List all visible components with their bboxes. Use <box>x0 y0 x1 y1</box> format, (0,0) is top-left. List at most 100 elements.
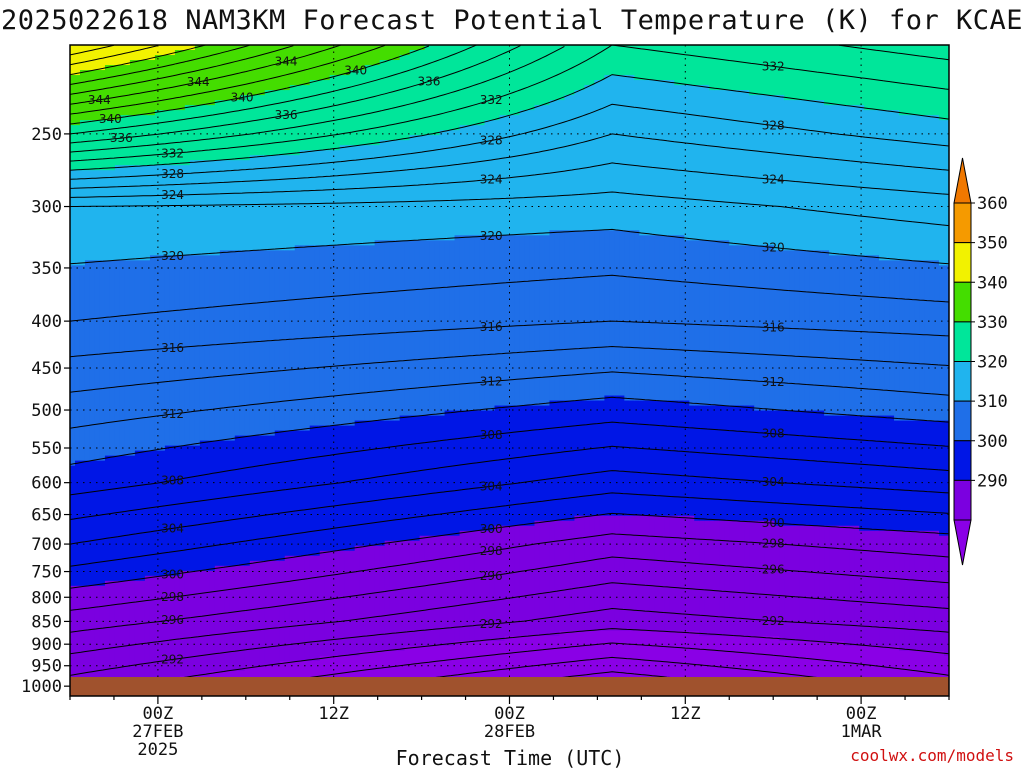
fill-cell <box>224 100 231 161</box>
fill-cell <box>194 445 201 572</box>
fill-cell <box>159 255 166 452</box>
y-tick-label: 850 <box>31 612 62 632</box>
fill-cell <box>494 640 501 696</box>
contour-label: 328 <box>161 167 184 181</box>
fill-cell <box>509 405 516 527</box>
fill-cell <box>319 150 326 246</box>
fill-cell <box>389 140 396 241</box>
fill-cell <box>329 550 336 657</box>
fill-cell <box>234 565 241 672</box>
fill-cell <box>269 155 276 251</box>
fill-cell <box>299 45 306 86</box>
fill-cell <box>424 135 431 241</box>
fill-cell <box>729 635 735 696</box>
isentrope-306 <box>70 445 949 520</box>
fill-cell <box>334 150 341 246</box>
fill-cell <box>864 255 870 417</box>
fill-cell <box>874 415 880 532</box>
fill-cell <box>439 415 446 537</box>
fill-cell <box>729 405 735 522</box>
fill-cell <box>194 255 201 447</box>
fill-cell <box>519 110 526 236</box>
fill-cell <box>934 420 940 532</box>
fill-cell <box>594 80 600 231</box>
fill-cell <box>594 45 600 81</box>
fill-cell <box>70 75 76 126</box>
fill-cell <box>164 165 171 256</box>
fill-cell <box>574 45 581 91</box>
fill-cell <box>889 45 895 111</box>
fill-cell <box>769 635 775 696</box>
fill-cell <box>659 400 665 517</box>
fill-cell <box>259 560 266 667</box>
fill-cell <box>219 160 226 251</box>
fill-cell <box>204 105 211 161</box>
fill-cell <box>224 565 231 672</box>
fill-cell <box>439 240 446 417</box>
fill-cell <box>649 630 655 696</box>
fill-cell <box>699 405 705 522</box>
fill-cell <box>89 170 96 261</box>
fill-cell <box>484 640 491 696</box>
fill-cell <box>684 400 690 517</box>
fill-cell <box>874 255 880 417</box>
fill-cell <box>444 535 451 647</box>
fill-cell <box>814 525 820 642</box>
fill-cell <box>884 45 890 111</box>
fill-cell <box>99 170 106 261</box>
contour-label: 340 <box>344 64 367 78</box>
fill-cell <box>314 45 321 81</box>
fill-cell <box>894 530 900 647</box>
fill-cell <box>394 240 401 422</box>
fill-cell <box>709 45 715 91</box>
y-tick-label: 1000 <box>21 677 62 697</box>
fill-cell <box>264 560 271 667</box>
fill-cell <box>214 160 221 256</box>
fill-cell <box>289 85 296 156</box>
fill-cell <box>554 400 561 522</box>
fill-cell <box>324 550 331 657</box>
fill-cell <box>304 430 311 557</box>
y-tick-label: 800 <box>31 588 62 608</box>
fill-cell <box>844 105 850 256</box>
fill-cell <box>489 235 496 412</box>
fill-cell <box>614 45 620 76</box>
fill-cell <box>414 415 421 542</box>
fill-cell <box>889 260 895 417</box>
fill-cell <box>264 435 271 562</box>
fill-cell <box>529 405 536 527</box>
fill-cell <box>804 100 810 251</box>
fill-cell <box>199 570 206 677</box>
contour-label: 296 <box>161 613 184 627</box>
fill-cell <box>214 565 221 672</box>
fill-cell <box>524 110 531 236</box>
fill-cell <box>74 125 81 171</box>
fill-cell <box>839 105 845 256</box>
fill-cell <box>159 575 166 682</box>
fill-cell <box>344 45 351 76</box>
fill-cell <box>104 45 111 66</box>
fill-cell <box>194 160 201 256</box>
fill-cell <box>794 640 800 696</box>
fill-cell <box>539 405 546 522</box>
fill-cell <box>99 585 106 696</box>
fill-cell <box>489 120 496 236</box>
fill-cell <box>414 540 421 647</box>
fill-cell <box>479 45 486 126</box>
fill-cell <box>539 635 546 696</box>
contour-label: 308 <box>480 428 503 442</box>
fill-cell <box>879 530 885 647</box>
fill-cell <box>259 435 266 562</box>
fill-cell <box>454 130 461 236</box>
fill-cell <box>939 120 945 266</box>
fill-cell <box>339 45 346 76</box>
contour-label: 340 <box>231 91 254 105</box>
chart-title: 2025022618 NAM3KM Forecast Potential Tem… <box>1 5 1023 36</box>
fill-cell <box>639 235 645 402</box>
fill-cell <box>184 165 191 256</box>
fill-cell <box>739 405 745 522</box>
fill-cell <box>409 645 416 696</box>
fill-cell <box>664 45 670 81</box>
x-tick-label: 27FEB <box>132 722 183 742</box>
fill-cell <box>634 515 640 632</box>
